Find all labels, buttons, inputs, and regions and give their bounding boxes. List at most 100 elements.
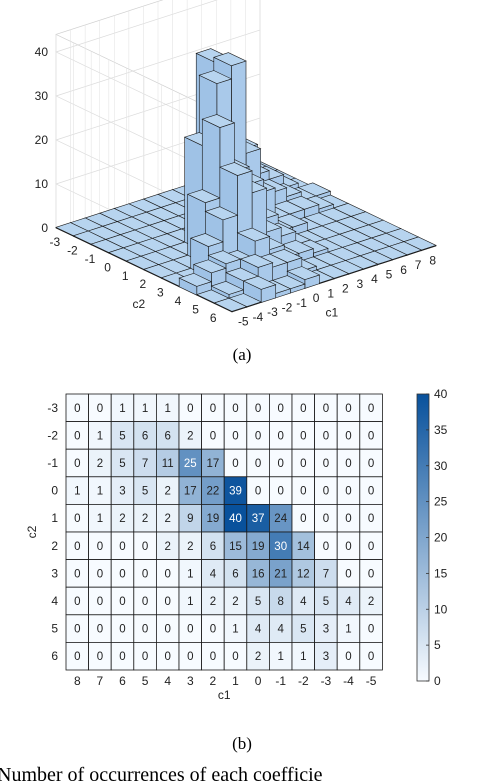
heatmap-cell: 1 (88, 476, 112, 505)
heatmap-cell-value: 1 (187, 596, 193, 608)
heatmap-y-tick-label: 4 (51, 594, 58, 608)
heatmap-cell-value: 0 (300, 403, 306, 415)
heatmap-cell: 0 (268, 393, 293, 423)
heatmap-cell-value: 0 (164, 568, 170, 580)
heatmap-x-tick-label: -5 (366, 674, 377, 688)
bar3d-c1-tick-label: 0 (313, 291, 320, 305)
bar3d-bar-top-face (239, 254, 274, 268)
heatmap-cell-value: 1 (164, 403, 170, 415)
heatmap-cell-value: 0 (255, 430, 261, 442)
heatmap-cell: 0 (201, 614, 225, 643)
heatmap-cell: 12 (291, 559, 316, 588)
heatmap-cell: 2 (223, 586, 248, 616)
heatmap-cell: 21 (268, 559, 293, 588)
heatmap-cell: 0 (178, 614, 203, 643)
heatmap-cell: 0 (291, 393, 316, 423)
heatmap-cell-value: 0 (97, 624, 103, 636)
heatmap-cell: 0 (359, 448, 383, 478)
heatmap-cell: 1 (178, 586, 203, 616)
heatmap-cell-value: 0 (142, 651, 148, 663)
heatmap-cell-value: 0 (368, 541, 374, 553)
heatmap-cell: 0 (314, 476, 338, 505)
heatmap-cell: 0 (314, 448, 338, 478)
heatmap-cell-value: 37 (252, 513, 265, 525)
heatmap-cell: 0 (65, 559, 90, 588)
heatmap-cell: 2 (201, 586, 225, 616)
heatmap-cell: 0 (155, 586, 180, 616)
heatmap-cell: 1 (336, 614, 361, 643)
heatmap-cell-value: 0 (74, 458, 80, 470)
heatmap-cell-value: 0 (119, 541, 125, 553)
bar3d-bars (55, 48, 437, 313)
body-text-fragment: Number of occurrences of each coefficie (0, 764, 323, 782)
heatmap-cell-value: 0 (277, 403, 283, 415)
bar3d-z-tick-label: 20 (35, 133, 49, 147)
heatmap-cell-value: 6 (232, 568, 238, 580)
heatmap-cell-value: 2 (119, 513, 125, 525)
bar3d-bar-top-face (192, 259, 227, 274)
bar3d-chart: 010203040-3-2-10123456876543210-1-2-3-4-… (35, 0, 437, 329)
heatmap-cell: 0 (65, 503, 90, 533)
heatmap-cell-value: 3 (323, 624, 329, 636)
bar3d-bar-top-face (204, 206, 239, 221)
heatmap-cell-value: 4 (345, 596, 352, 608)
heatmap-cell-value: 1 (345, 624, 351, 636)
heatmap-cell: 0 (88, 559, 112, 588)
heatmap-cell: 0 (88, 586, 112, 616)
heatmap-x-tick-label: 6 (119, 674, 126, 688)
heatmap-cell: 1 (291, 642, 316, 671)
colorbar-tick-label: 25 (434, 495, 448, 509)
colorbar-tick-label: 0 (434, 674, 441, 688)
heatmap-cell: 0 (336, 393, 361, 423)
heatmap-cell: 0 (291, 448, 316, 478)
bar3d-c2-tick-label: 5 (192, 302, 199, 316)
heatmap-cell-value: 1 (142, 403, 148, 415)
heatmap-cell: 0 (336, 531, 361, 561)
heatmap-x-tick-label: 5 (142, 674, 149, 688)
heatmap-y-ticks: -3 -2 -1 0 1 2 3 4 5 6 (47, 401, 58, 663)
heatmap-cell: 0 (110, 586, 135, 616)
heatmap-cell: 1 (88, 503, 112, 533)
heatmap-cell: 17 (178, 476, 203, 505)
bar3d-bar-top-face (213, 52, 247, 67)
bar3d-c2-tick-label: 3 (157, 286, 164, 300)
heatmap-cell-value: 25 (184, 458, 197, 470)
heatmap-cell: 2 (110, 503, 135, 533)
heatmap-cell: 24 (268, 503, 293, 533)
heatmap-x-tick-label: -4 (343, 674, 354, 688)
heatmap-cell-rect (359, 642, 383, 671)
heatmap-cell-value: 0 (323, 430, 329, 442)
heatmap-cell: 16 (246, 559, 270, 588)
heatmap-cell-value: 0 (74, 624, 80, 636)
heatmap-cell-value: 0 (142, 568, 148, 580)
heatmap-cell-value: 1 (97, 430, 103, 442)
heatmap-cell: 0 (133, 642, 157, 671)
heatmap-cell: 19 (246, 531, 270, 561)
heatmap-cell: 15 (223, 531, 248, 561)
heatmap-cell: 2 (155, 531, 180, 561)
heatmap-cell-value: 7 (142, 458, 148, 470)
heatmap-cell-value: 0 (255, 486, 261, 498)
heatmap-cell-value: 5 (119, 430, 125, 442)
heatmap-cell: 0 (359, 531, 383, 561)
heatmap-cell-value: 0 (345, 651, 351, 663)
heatmap-cell-value: 0 (74, 568, 80, 580)
heatmap-cell-value: 0 (345, 458, 351, 470)
heatmap-cell: 6 (201, 531, 225, 561)
heatmap-cell-value: 3 (119, 486, 125, 498)
heatmap-cell: 1 (268, 642, 293, 671)
bar3d-c1-tick-label: 4 (371, 272, 378, 286)
heatmap-cell: 0 (155, 642, 180, 671)
heatmap-cell-value: 2 (164, 513, 170, 525)
heatmap-cell: 0 (133, 586, 157, 616)
heatmap-cell: 2 (155, 476, 180, 505)
heatmap-cell: 0 (133, 559, 157, 588)
bar3d-c2-axis-label: c2 (132, 297, 145, 311)
heatmap-cell: 0 (88, 614, 112, 643)
heatmap-cell: 0 (268, 448, 293, 478)
heatmap-cell-value: 1 (97, 486, 103, 498)
heatmap-colorbar: 0 5 10 15 20 25 30 35 40 (416, 387, 448, 688)
bar3d-bar-top-face (207, 250, 242, 265)
heatmap-cell-value: 2 (232, 596, 238, 608)
heatmap-cell: 0 (178, 642, 203, 671)
